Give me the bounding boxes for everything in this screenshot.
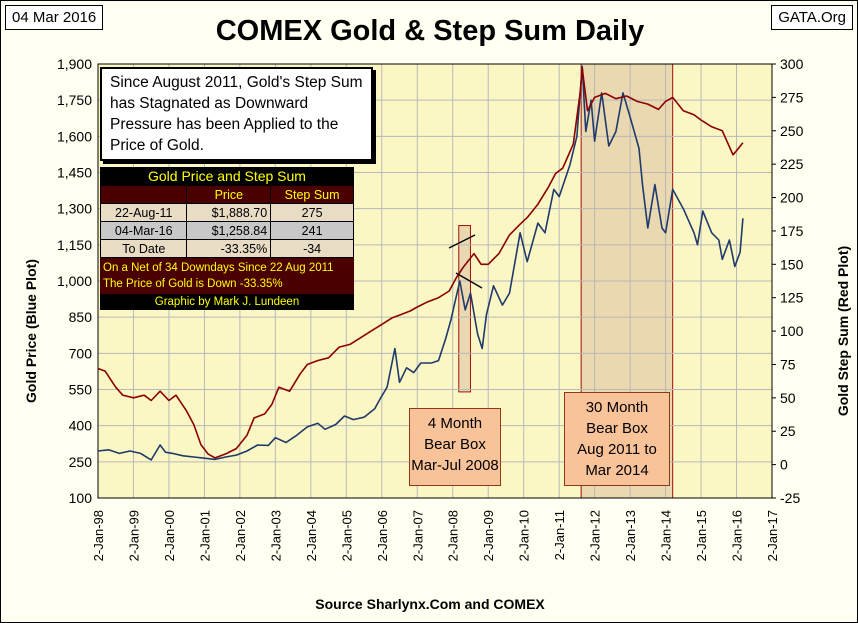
table-cell: -34	[270, 239, 354, 258]
y-axis-label: Gold Price (Blue Plot)	[23, 259, 39, 403]
chart-title: COMEX Gold & Step Sum Daily	[215, 15, 645, 47]
label-line: Mar-Jul 2008	[411, 457, 499, 474]
y2-tick-label: 275	[780, 89, 804, 105]
x-axis-label: Source Sharlynx.Com and COMEX	[315, 596, 545, 612]
y-tick-label: 850	[69, 309, 93, 325]
y2-tick-label: 50	[780, 390, 796, 406]
header-cell: Price	[186, 185, 272, 204]
table-cell: $1,258.84	[186, 221, 272, 240]
x-tick-label: 2-Jan-02	[233, 510, 248, 561]
table-row: To Date -33.35% -34	[99, 239, 354, 258]
table-caption: Gold Price and Step Sum	[148, 168, 306, 184]
x-tick-label: 2-Jan-15	[694, 510, 709, 561]
y-tick-label: 1,000	[57, 273, 92, 289]
y2-tick-label: 200	[780, 190, 804, 206]
x-tick-label: 2-Jan-12	[588, 510, 603, 561]
y2-tick-label: -25	[780, 490, 800, 506]
table-cell: To Date	[99, 239, 188, 258]
y-tick-label: 1,150	[57, 237, 92, 253]
x-tick-label: 2-Jan-05	[339, 510, 354, 561]
x-tick-label: 2-Jan-13	[623, 510, 638, 561]
x-tick-label: 2-Jan-11	[552, 510, 567, 560]
table-header-row: Price Step Sum	[99, 185, 354, 204]
table-cell: 22-Aug-11	[99, 203, 188, 222]
y2-tick-label: 125	[780, 290, 804, 306]
table-row: 22-Aug-11 $1,888.70 275	[99, 203, 354, 222]
label-line: 4 Month	[427, 415, 483, 432]
x-tick-label: 2-Jan-98	[91, 510, 106, 561]
x-tick-label: 2-Jan-08	[446, 510, 461, 561]
x-tick-label: 2-Jan-06	[375, 510, 390, 561]
label-line: Mar 2014	[585, 462, 649, 479]
y-tick-label: 1,450	[57, 165, 92, 181]
annotation-note: Since August 2011, Gold's Step Sum has S…	[100, 67, 373, 161]
y2-tick-label: 225	[780, 156, 804, 172]
y-tick-label: 250	[69, 454, 93, 470]
step-sum-line	[97, 67, 744, 459]
trend-line-stepsum	[448, 234, 476, 249]
x-tick-label: 2-Jan-17	[765, 510, 780, 561]
y2-tick-label: 75	[780, 356, 796, 372]
y2-tick-label: 150	[780, 256, 804, 272]
y2-tick-label: 25	[780, 423, 796, 439]
label-line: Aug 2011 to	[577, 441, 657, 458]
date-label: 04 Mar 2016	[5, 5, 104, 30]
x-tick-label: 2-Jan-16	[730, 510, 745, 561]
y2-tick-label: 250	[780, 123, 804, 139]
y-tick-label: 400	[69, 418, 93, 434]
table-cell: $1,888.70	[186, 203, 272, 222]
table-cell: 275	[270, 203, 354, 222]
x-tick-label: 2-Jan-99	[126, 510, 141, 561]
x-tick-label: 2-Jan-00	[162, 510, 177, 561]
x-tick-label: 2-Jan-04	[304, 510, 319, 561]
bear-box-label-2011: 30 Month Bear Box Aug 2011 to Mar 2014	[564, 392, 670, 486]
summary-table: Gold Price and Step Sum Price Step Sum 2…	[99, 167, 354, 310]
y2-tick-label: 100	[780, 323, 804, 339]
bear-box-label-2008: 4 Month Bear Box Mar-Jul 2008	[409, 408, 501, 486]
label-line: Bear Box	[424, 436, 486, 453]
y2-tick-label: 0	[780, 457, 788, 473]
x-tick-label: 2-Jan-03	[268, 510, 283, 561]
plot-border	[97, 63, 773, 499]
table-cell: 241	[270, 221, 354, 240]
gold-price-line	[97, 65, 744, 461]
y2-tick-label: 300	[780, 56, 804, 72]
x-tick-label: 2-Jan-09	[481, 510, 496, 561]
header-cell	[99, 185, 188, 204]
y2-axis-label: Gold Step Sum (Red Plot)	[835, 245, 851, 417]
y-tick-label: 100	[69, 490, 93, 506]
y-tick-label: 1,600	[57, 128, 92, 144]
footer-line: The Price of Gold is Down -33.35%	[103, 278, 283, 290]
label-line: Bear Box	[586, 420, 648, 437]
y-tick-label: 1,750	[57, 92, 92, 108]
y-tick-label: 700	[69, 345, 93, 361]
table-cell: 04-Mar-16	[99, 221, 188, 240]
site-label: GATA.Org	[771, 5, 853, 30]
table-row: 04-Mar-16 $1,258.84 241	[99, 221, 354, 240]
y-tick-label: 550	[69, 382, 93, 398]
table-cell: -33.35%	[186, 239, 272, 258]
label-line: 30 Month	[585, 399, 649, 416]
y-tick-label: 1,300	[57, 201, 92, 217]
y2-tick-label: 175	[780, 223, 804, 239]
x-tick-label: 2-Jan-01	[197, 510, 212, 561]
x-tick-label: 2-Jan-14	[659, 510, 674, 561]
table-footer: On a Net of 34 Downdays Since 22 Aug 201…	[100, 258, 354, 294]
x-tick-label: 2-Jan-07	[410, 510, 425, 561]
x-tick-label: 2-Jan-10	[517, 510, 532, 561]
footer-line: On a Net of 34 Downdays Since 22 Aug 201…	[103, 262, 334, 274]
y-tick-label: 1,900	[57, 56, 92, 72]
header-cell: Step Sum	[270, 185, 354, 204]
credit: Graphic by Mark J. Lundeen	[154, 296, 300, 308]
trend-line-price	[455, 272, 483, 289]
